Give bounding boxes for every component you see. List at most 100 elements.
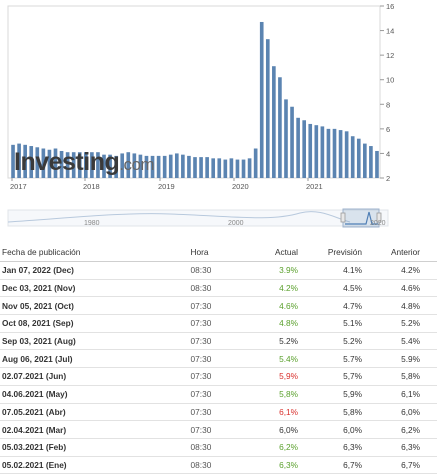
row-forecast: 6,0% xyxy=(298,420,362,439)
x-tick-label: 2019 xyxy=(158,182,175,191)
row-forecast: 5,8% xyxy=(298,403,362,422)
header-date[interactable]: Fecha de publicación xyxy=(0,243,187,262)
x-tick-label: 2020 xyxy=(232,182,249,191)
bar xyxy=(314,125,319,178)
row-date[interactable]: 07.05.2021 (Abr) xyxy=(0,403,187,422)
bar xyxy=(138,154,143,178)
bar xyxy=(375,150,379,178)
table-row: 04.06.2021 (May) 07:30 5,8% 5,9% 6,1% xyxy=(0,385,437,404)
row-time: 07:30 xyxy=(186,420,244,439)
bar xyxy=(320,126,325,178)
bar xyxy=(53,148,58,178)
row-date[interactable]: 02.04.2021 (Mar) xyxy=(0,420,187,439)
bar xyxy=(29,146,34,178)
y-tick-label: 16 xyxy=(386,2,394,11)
bar xyxy=(174,153,179,178)
bar xyxy=(332,128,337,178)
bar xyxy=(235,159,240,178)
bar xyxy=(259,21,264,178)
navigator-handle-right xyxy=(376,212,382,223)
bar xyxy=(205,157,209,178)
row-forecast: 4.7% xyxy=(298,296,362,316)
bar xyxy=(187,155,191,178)
row-date[interactable]: 05.02.2021 (Ene) xyxy=(0,456,187,474)
row-actual: 4.2% xyxy=(244,279,298,298)
bar xyxy=(23,144,27,178)
row-actual: 6,1% xyxy=(244,403,298,422)
table-row: Sep 03, 2021 (Aug) 07:30 5.2% 5.2% 5.4% xyxy=(0,332,437,351)
row-date[interactable]: 05.03.2021 (Feb) xyxy=(0,438,187,457)
row-actual: 6,0% xyxy=(244,420,298,439)
row-date[interactable]: Dec 03, 2021 (Nov) xyxy=(0,279,187,298)
row-time: 07:30 xyxy=(186,296,244,316)
table-row: 02.07.2021 (Jun) 07:30 5,9% 5,7% 5,8% xyxy=(0,367,437,386)
row-date[interactable]: Nov 05, 2021 (Oct) xyxy=(0,296,187,316)
row-actual: 4.8% xyxy=(244,314,298,333)
row-previous: 5,8% xyxy=(362,367,437,386)
row-date[interactable]: Jan 07, 2022 (Dec) xyxy=(0,261,187,280)
bar xyxy=(132,153,137,178)
bar xyxy=(181,154,185,178)
bar xyxy=(168,154,173,178)
header-forecast[interactable]: Previsión xyxy=(298,243,362,262)
bar xyxy=(247,158,252,178)
row-forecast: 6,3% xyxy=(298,438,362,457)
bar xyxy=(41,148,46,178)
navigator-frame xyxy=(7,209,389,227)
row-actual: 6,3% xyxy=(244,456,298,474)
navigator-label: 2000 xyxy=(228,220,244,227)
bar xyxy=(241,159,246,178)
bar xyxy=(296,117,300,178)
row-previous: 5.2% xyxy=(362,314,437,333)
bar xyxy=(302,120,306,178)
bar xyxy=(272,66,276,178)
row-forecast: 5.2% xyxy=(298,332,362,351)
row-previous: 6,7% xyxy=(362,456,437,474)
y-tick-label: 2 xyxy=(386,174,390,183)
row-previous: 5.4% xyxy=(362,332,437,351)
row-forecast: 5.7% xyxy=(298,349,362,369)
table-row: 02.04.2021 (Mar) 07:30 6,0% 6,0% 6,2% xyxy=(0,420,437,439)
x-tick-label: 2021 xyxy=(306,182,323,191)
y-tick-label: 14 xyxy=(386,27,394,36)
row-time: 07:30 xyxy=(186,403,244,422)
row-forecast: 5,7% xyxy=(298,367,362,386)
row-actual: 6,2% xyxy=(244,438,298,457)
chart-area: 2 4 6 8 10 12 14 16 2017 2018 2019 2020 2021 1980 2000… xyxy=(0,0,437,232)
bar xyxy=(290,106,294,178)
row-date[interactable]: Aug 06, 2021 (Jul) xyxy=(0,349,187,369)
bar xyxy=(350,136,355,178)
header-previous[interactable]: Anterior xyxy=(362,243,437,262)
row-previous: 4.8% xyxy=(362,296,437,316)
row-previous: 4.2% xyxy=(362,261,437,280)
row-previous: 4.6% xyxy=(362,279,437,298)
table-header-row: Fecha de publicación Hora Actual Previsi… xyxy=(0,243,437,262)
bar-chart: 2 4 6 8 10 12 14 16 2017 2018 2019 2020 2021 1980 2000… xyxy=(7,2,394,228)
row-forecast: 5.1% xyxy=(298,314,362,333)
header-actual[interactable]: Actual xyxy=(244,243,298,262)
bar xyxy=(193,157,197,178)
row-time: 07:30 xyxy=(186,314,244,333)
bar xyxy=(229,158,234,178)
bar xyxy=(223,159,228,178)
bar xyxy=(211,158,216,178)
investing-watermark: Investing.com xyxy=(14,148,155,177)
table-row: 05.03.2021 (Feb) 08:30 6,2% 6,3% 6,3% xyxy=(0,438,437,457)
row-time: 08:30 xyxy=(186,279,244,298)
header-time[interactable]: Hora xyxy=(186,243,244,262)
navigator-label: 2020 xyxy=(370,220,386,227)
bar xyxy=(114,155,118,178)
bar xyxy=(369,146,373,178)
row-date[interactable]: Sep 03, 2021 (Aug) xyxy=(0,332,187,351)
row-date[interactable]: 02.07.2021 (Jun) xyxy=(0,367,187,386)
bar xyxy=(17,143,21,178)
bar xyxy=(199,157,203,178)
row-forecast: 5,9% xyxy=(298,385,362,404)
row-date[interactable]: 04.06.2021 (May) xyxy=(0,385,187,404)
bar xyxy=(217,158,222,178)
watermark-suffix: .com xyxy=(119,155,155,174)
bar xyxy=(308,123,313,178)
row-date[interactable]: Oct 08, 2021 (Sep) xyxy=(0,314,187,333)
bar xyxy=(11,144,15,178)
bar xyxy=(35,147,40,178)
